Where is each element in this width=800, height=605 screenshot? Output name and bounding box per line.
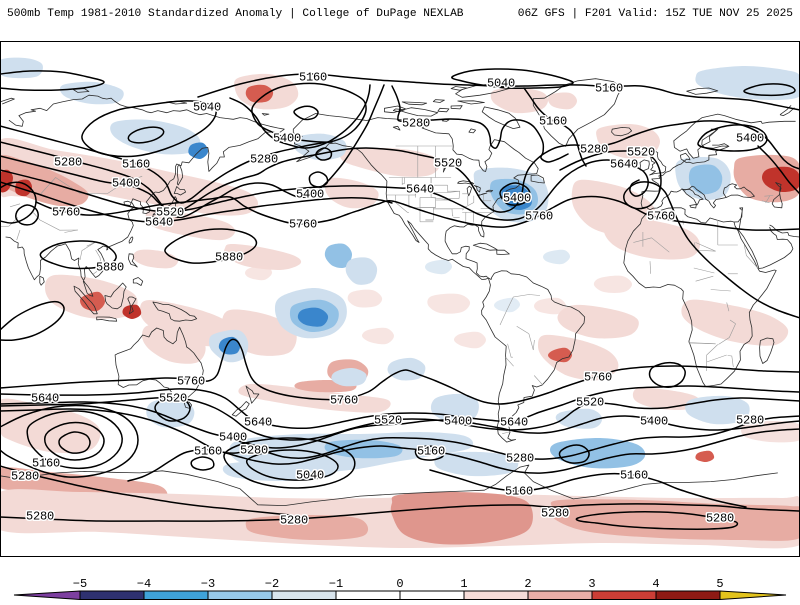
svg-text:5280: 5280 xyxy=(11,470,39,484)
svg-text:5520: 5520 xyxy=(627,146,655,160)
svg-text:5280: 5280 xyxy=(280,514,308,528)
svg-text:5640: 5640 xyxy=(500,416,528,430)
svg-text:5400: 5400 xyxy=(444,415,472,429)
svg-text:5520: 5520 xyxy=(374,414,402,428)
svg-text:5160: 5160 xyxy=(620,469,648,483)
svg-text:5880: 5880 xyxy=(215,251,243,265)
svg-text:5520: 5520 xyxy=(156,206,184,220)
svg-text:5280: 5280 xyxy=(54,156,82,170)
svg-text:5280: 5280 xyxy=(541,507,569,521)
svg-text:06Z GFS | F201 Valid: 15Z TUE: 06Z GFS | F201 Valid: 15Z TUE NOV 25 202… xyxy=(518,8,793,20)
svg-text:5160: 5160 xyxy=(505,485,533,499)
svg-text:5280: 5280 xyxy=(506,452,534,466)
svg-text:5400: 5400 xyxy=(273,132,301,146)
svg-text:5400: 5400 xyxy=(503,192,531,206)
svg-text:5040: 5040 xyxy=(296,469,324,483)
svg-text:5520: 5520 xyxy=(576,396,604,410)
svg-text:5640: 5640 xyxy=(31,392,59,406)
svg-text:5640: 5640 xyxy=(244,416,272,430)
svg-text:5760: 5760 xyxy=(584,371,612,385)
svg-text:5280: 5280 xyxy=(736,414,764,428)
svg-text:5520: 5520 xyxy=(159,392,187,406)
svg-text:−5: −5 xyxy=(73,577,87,591)
svg-text:5760: 5760 xyxy=(647,210,675,224)
svg-text:−1: −1 xyxy=(329,577,343,591)
svg-text:5280: 5280 xyxy=(26,510,54,524)
svg-text:5160: 5160 xyxy=(299,71,327,85)
svg-text:5280: 5280 xyxy=(580,143,608,157)
svg-text:500mb Temp 1981-2010 Standardi: 500mb Temp 1981-2010 Standardized Anomal… xyxy=(7,8,464,20)
svg-text:3: 3 xyxy=(588,577,595,591)
svg-text:2: 2 xyxy=(524,577,531,591)
svg-text:5280: 5280 xyxy=(402,117,430,131)
svg-text:4: 4 xyxy=(652,577,659,591)
svg-text:5160: 5160 xyxy=(595,82,623,96)
svg-text:5040: 5040 xyxy=(487,77,515,91)
svg-text:5640: 5640 xyxy=(610,158,638,172)
svg-text:5280: 5280 xyxy=(250,153,278,167)
svg-text:5760: 5760 xyxy=(52,206,80,220)
svg-text:5400: 5400 xyxy=(736,132,764,146)
svg-text:5760: 5760 xyxy=(289,218,317,232)
svg-text:−2: −2 xyxy=(265,577,279,591)
svg-text:5760: 5760 xyxy=(330,394,358,408)
svg-text:1: 1 xyxy=(460,577,467,591)
svg-text:0: 0 xyxy=(396,577,403,591)
svg-text:−4: −4 xyxy=(137,577,151,591)
svg-text:5160: 5160 xyxy=(417,445,445,459)
svg-text:5400: 5400 xyxy=(219,431,247,445)
svg-text:5160: 5160 xyxy=(32,457,60,471)
svg-text:5400: 5400 xyxy=(296,188,324,202)
svg-text:5160: 5160 xyxy=(122,158,150,172)
svg-text:5400: 5400 xyxy=(640,415,668,429)
svg-text:5160: 5160 xyxy=(194,445,222,459)
svg-text:5640: 5640 xyxy=(145,216,173,230)
svg-text:5160: 5160 xyxy=(539,115,567,129)
svg-text:5520: 5520 xyxy=(434,157,462,171)
svg-text:5880: 5880 xyxy=(96,261,124,275)
svg-text:5: 5 xyxy=(716,577,723,591)
svg-text:5280: 5280 xyxy=(240,444,268,458)
svg-text:5640: 5640 xyxy=(406,183,434,197)
svg-text:5040: 5040 xyxy=(193,101,221,115)
svg-text:5760: 5760 xyxy=(525,210,553,224)
svg-text:5400: 5400 xyxy=(112,177,140,191)
svg-text:−3: −3 xyxy=(201,577,215,591)
svg-text:5760: 5760 xyxy=(177,375,205,389)
svg-text:5280: 5280 xyxy=(706,512,734,526)
